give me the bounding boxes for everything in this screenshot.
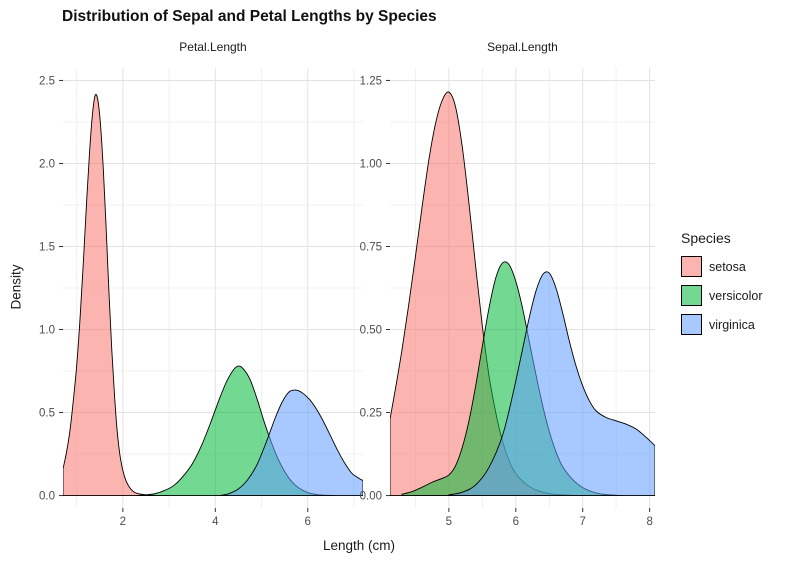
svg-text:0.75: 0.75	[360, 241, 382, 253]
svg-text:4: 4	[212, 516, 219, 528]
y-axis-title: Density	[8, 264, 24, 310]
chart-title: Distribution of Sepal and Petal Lengths …	[62, 8, 437, 25]
svg-text:1.00: 1.00	[360, 158, 382, 170]
svg-text:0.5: 0.5	[39, 408, 55, 420]
svg-text:1.25: 1.25	[360, 75, 382, 87]
svg-text:0.0: 0.0	[39, 491, 55, 503]
svg-text:2.5: 2.5	[39, 75, 55, 87]
legend-entry-versicolor: versicolor	[681, 285, 763, 306]
svg-text:0.25: 0.25	[360, 408, 382, 420]
x-axis-title: Length (cm)	[322, 538, 396, 553]
legend-label-setosa: setosa	[709, 259, 746, 274]
svg-text:0.00: 0.00	[360, 491, 382, 503]
svg-text:5: 5	[446, 516, 452, 528]
legend-label-versicolor: versicolor	[709, 288, 763, 303]
legend-title: Species	[681, 230, 731, 246]
legend-entry-virginica: virginica	[681, 314, 763, 335]
svg-text:2.0: 2.0	[39, 158, 55, 170]
svg-text:2: 2	[120, 516, 126, 528]
svg-text:8: 8	[646, 516, 652, 528]
svg-text:6: 6	[305, 516, 311, 528]
legend: Species setosa versicolor virginica	[681, 230, 763, 343]
legend-label-virginica: virginica	[709, 317, 755, 332]
legend-key-virginica	[681, 314, 702, 335]
svg-text:1.0: 1.0	[39, 325, 55, 337]
facet-label-sepal-length: Sepal.Length	[487, 40, 558, 54]
legend-key-setosa	[681, 256, 702, 277]
svg-text:1.5: 1.5	[39, 241, 55, 253]
legend-key-versicolor	[681, 285, 702, 306]
legend-entry-setosa: setosa	[681, 256, 763, 277]
svg-text:0.50: 0.50	[360, 325, 382, 337]
svg-text:6: 6	[513, 516, 519, 528]
svg-text:7: 7	[580, 516, 586, 528]
facet-label-petal-length: Petal.Length	[179, 40, 247, 54]
